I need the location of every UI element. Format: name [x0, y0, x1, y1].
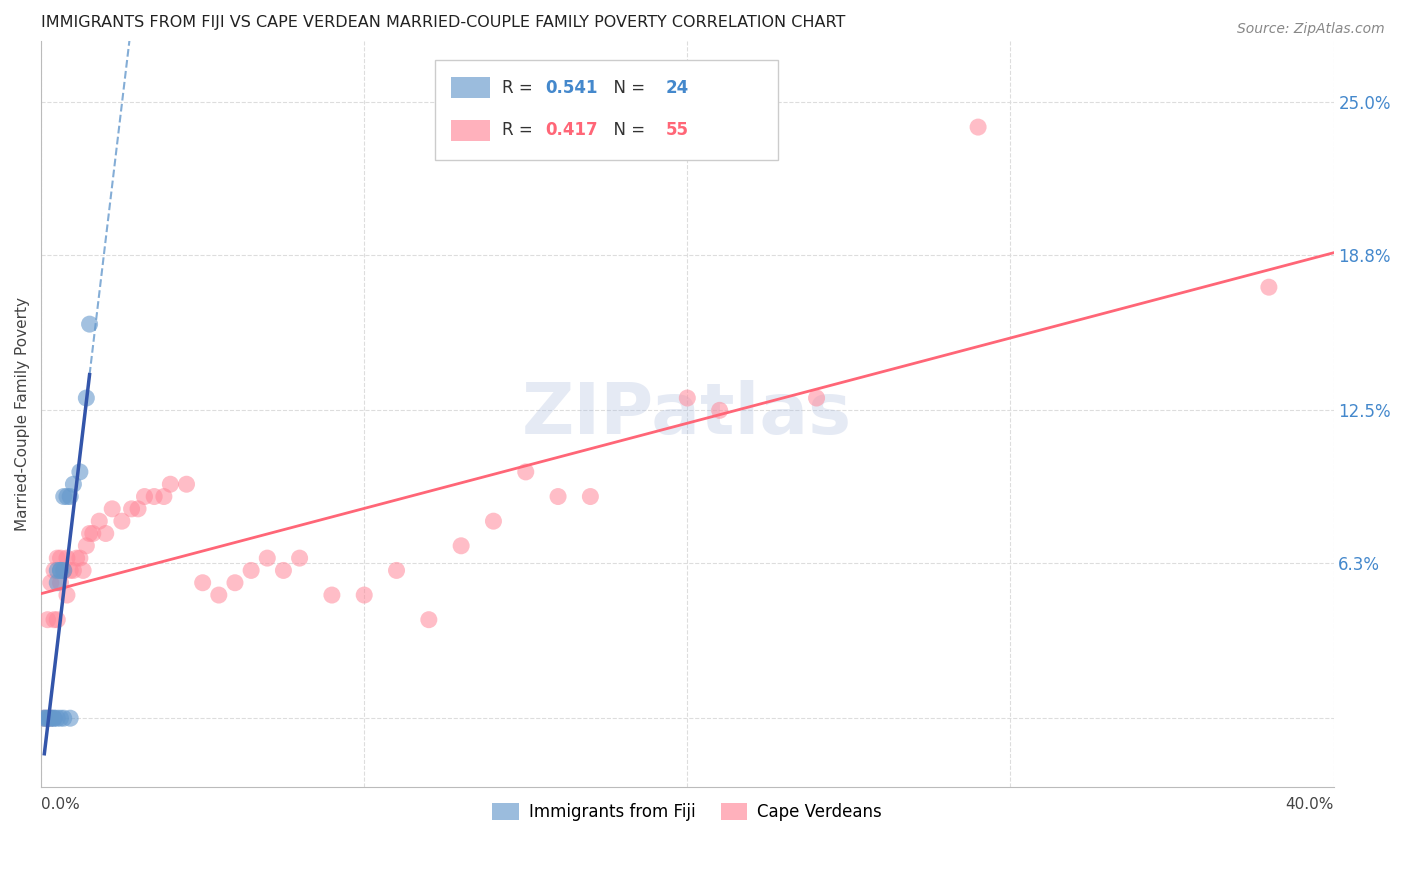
Point	[52, 563, 75, 577]
Text: R =: R =	[502, 121, 538, 139]
Point	[56, 588, 79, 602]
Y-axis label: Married-Couple Family Poverty: Married-Couple Family Poverty	[15, 297, 30, 531]
Point	[967, 120, 990, 134]
Point	[49, 711, 72, 725]
Point	[72, 563, 94, 577]
Text: ZIPatlas: ZIPatlas	[522, 379, 852, 449]
Point	[273, 563, 295, 577]
Point	[49, 563, 72, 577]
Point	[1257, 280, 1279, 294]
Point	[42, 563, 65, 577]
Text: IMMIGRANTS FROM FIJI VS CAPE VERDEAN MARRIED-COUPLE FAMILY POVERTY CORRELATION C: IMMIGRANTS FROM FIJI VS CAPE VERDEAN MAR…	[41, 15, 845, 30]
Point	[676, 391, 699, 405]
Point	[49, 563, 72, 577]
Point	[52, 490, 75, 504]
Text: Source: ZipAtlas.com: Source: ZipAtlas.com	[1237, 22, 1385, 37]
Point	[240, 563, 263, 577]
Text: 55: 55	[665, 121, 689, 139]
Point	[94, 526, 117, 541]
Point	[353, 588, 375, 602]
Text: 0.541: 0.541	[546, 78, 598, 97]
Point	[46, 711, 69, 725]
Point	[69, 465, 91, 479]
Point	[143, 490, 166, 504]
Point	[37, 711, 59, 725]
Point	[176, 477, 198, 491]
Point	[547, 490, 569, 504]
Point	[82, 526, 104, 541]
Point	[89, 514, 111, 528]
Point	[37, 613, 59, 627]
Point	[59, 711, 82, 725]
Point	[42, 711, 65, 725]
Point	[39, 711, 62, 725]
Point	[224, 575, 246, 590]
Point	[62, 477, 84, 491]
Point	[321, 588, 343, 602]
Point	[79, 526, 101, 541]
Point	[385, 563, 408, 577]
FancyBboxPatch shape	[451, 78, 489, 98]
Point	[288, 551, 311, 566]
Point	[153, 490, 176, 504]
Point	[515, 465, 537, 479]
Text: R =: R =	[502, 78, 538, 97]
FancyBboxPatch shape	[436, 60, 778, 161]
Point	[709, 403, 731, 417]
Point	[46, 575, 69, 590]
FancyBboxPatch shape	[451, 120, 489, 141]
Point	[62, 563, 84, 577]
Point	[101, 501, 124, 516]
Point	[49, 575, 72, 590]
Point	[59, 563, 82, 577]
Point	[46, 563, 69, 577]
Point	[75, 391, 97, 405]
Point	[37, 711, 59, 725]
Point	[579, 490, 602, 504]
Point	[49, 551, 72, 566]
Point	[34, 711, 56, 725]
Point	[42, 613, 65, 627]
Point	[256, 551, 278, 566]
Text: N =: N =	[603, 121, 651, 139]
Point	[59, 490, 82, 504]
Point	[56, 490, 79, 504]
Point	[39, 711, 62, 725]
Point	[450, 539, 472, 553]
Point	[208, 588, 231, 602]
Point	[52, 711, 75, 725]
Point	[37, 711, 59, 725]
Point	[159, 477, 181, 491]
Point	[418, 613, 440, 627]
Point	[79, 317, 101, 331]
Point	[66, 551, 89, 566]
Text: 0.0%: 0.0%	[41, 797, 80, 812]
Point	[482, 514, 505, 528]
Text: 24: 24	[665, 78, 689, 97]
Point	[69, 551, 91, 566]
Point	[39, 711, 62, 725]
Text: N =: N =	[603, 78, 651, 97]
Point	[191, 575, 214, 590]
Point	[134, 490, 156, 504]
Legend: Immigrants from Fiji, Cape Verdeans: Immigrants from Fiji, Cape Verdeans	[486, 796, 889, 828]
Point	[34, 711, 56, 725]
Point	[111, 514, 134, 528]
Text: 40.0%: 40.0%	[1285, 797, 1333, 812]
Point	[46, 551, 69, 566]
Point	[127, 501, 149, 516]
Point	[806, 391, 828, 405]
Point	[52, 563, 75, 577]
Text: 0.417: 0.417	[546, 121, 598, 139]
Point	[75, 539, 97, 553]
Point	[52, 563, 75, 577]
Point	[56, 551, 79, 566]
Point	[42, 711, 65, 725]
Point	[39, 575, 62, 590]
Point	[121, 501, 143, 516]
Point	[46, 613, 69, 627]
Point	[34, 711, 56, 725]
